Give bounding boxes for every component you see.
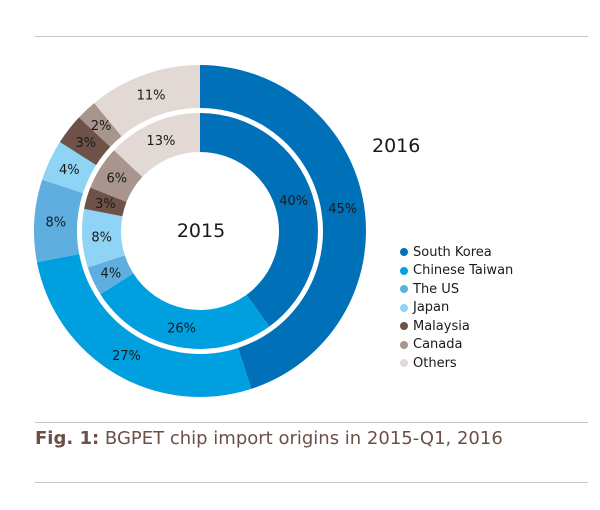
- legend-item: Japan: [400, 299, 513, 318]
- legend-item: Others: [400, 354, 513, 373]
- legend-swatch: [400, 248, 408, 257]
- slice-2015-japan: [82, 208, 125, 268]
- legend: South Korea Chinese Taiwan The US Japan Mala…: [400, 243, 513, 373]
- legend-item: The US: [400, 280, 513, 299]
- slice-label-2015-6: 13%: [146, 134, 175, 149]
- slice-2015-chinese-taiwan: [100, 273, 270, 350]
- slice-labels: 45% 27% 8% 4% 3% 2% 11% 40% 26% 4% 8% 3% 6% 13%: [45, 89, 357, 364]
- top-rule: [35, 36, 588, 37]
- slice-label-2015-4: 3%: [95, 197, 116, 212]
- caption-text: BGPET chip import origins in 2015-Q1, 20…: [104, 428, 503, 449]
- slice-label-2016-3: 4%: [59, 163, 80, 178]
- slice-label-2015-0: 40%: [279, 194, 308, 209]
- slice-2016-the-us: [33, 179, 84, 263]
- figure-caption: Fig. 1: BGPET chip import origins in 201…: [35, 428, 503, 449]
- slice-label-2015-5: 6%: [107, 172, 128, 187]
- legend-swatch: [400, 303, 408, 312]
- legend-label: Chinese Taiwan: [413, 263, 514, 279]
- slice-label-2016-5: 2%: [91, 119, 112, 134]
- slice-2015-canada: [90, 150, 143, 202]
- inner-ring-2015: [82, 113, 319, 350]
- legend-label: Malaysia: [413, 318, 470, 334]
- donut-chart: 45%27%8%4%3%2%11%40%26%4%8%3%6%13% 2016 …: [33, 65, 420, 397]
- slice-2016-malaysia: [59, 117, 111, 166]
- legend-label: Others: [413, 355, 457, 371]
- legend-label: Japan: [413, 300, 450, 316]
- slice-2016-canada: [78, 103, 122, 147]
- legend-item: Chinese Taiwan: [400, 262, 513, 281]
- caption-bottom-rule: [35, 482, 588, 483]
- slice-label-2016-2: 8%: [45, 215, 66, 230]
- legend-swatch: [400, 340, 408, 349]
- legend-swatch: [400, 359, 408, 368]
- slice-2015-malaysia: [84, 187, 127, 217]
- slice-2016-japan: [42, 142, 97, 193]
- legend-item: Malaysia: [400, 317, 513, 336]
- outer-ring-2016: [33, 65, 366, 397]
- legend-swatch: [400, 322, 408, 331]
- legend-swatch: [400, 266, 408, 275]
- slice-label-2016-0: 45%: [328, 202, 357, 217]
- legend-item: Canada: [400, 336, 513, 355]
- slice-label-2016-4: 3%: [76, 136, 97, 151]
- slice-label-2016-6: 11%: [137, 89, 166, 104]
- slice-2016-others: [94, 65, 200, 137]
- legend-label: Canada: [413, 337, 463, 353]
- slice-label-2015-1: 26%: [167, 321, 196, 336]
- outer-ring-year-label: 2016: [372, 135, 420, 157]
- slice-2016-chinese-taiwan: [36, 254, 252, 397]
- caption-top-rule: [35, 422, 588, 423]
- slice-2015-the-us: [87, 255, 134, 295]
- legend-label: The US: [413, 281, 460, 297]
- legend-label: South Korea: [413, 244, 492, 260]
- slice-label-2015-3: 8%: [91, 231, 112, 246]
- slice-2015-others: [113, 113, 200, 177]
- slice-2016-south-korea: [200, 65, 366, 389]
- slice-label-2015-2: 4%: [101, 266, 122, 281]
- legend-item: South Korea: [400, 243, 513, 262]
- inner-ring-year-label: 2015: [177, 220, 225, 242]
- slice-2015-south-korea: [200, 113, 319, 327]
- slice-label-2016-1: 27%: [112, 349, 141, 364]
- legend-swatch: [400, 285, 408, 294]
- caption-prefix: Fig. 1:: [35, 428, 100, 449]
